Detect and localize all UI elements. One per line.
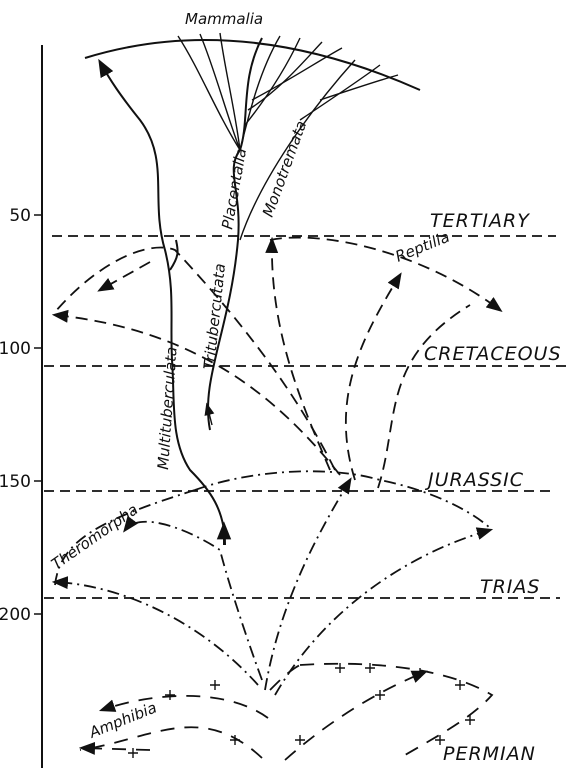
branch [219,32,241,151]
monotremata-line [239,59,356,241]
branch [239,35,281,151]
taxon-label: Multituberculata [154,346,181,470]
theromorph-branch [194,470,491,529]
period-label: CRETACEOUS [424,343,562,365]
cross-marks [128,663,475,758]
reptile-branch [269,236,503,312]
period-label: TERTIARY [430,210,530,232]
multituberculata-line [98,58,226,546]
mammalia-tree [84,32,421,546]
branch [247,41,323,111]
mammalia-arc [84,39,421,91]
theromorph-branch [123,515,263,681]
period-boundaries [44,235,566,599]
placentalia-line [206,37,263,431]
branch [299,64,381,121]
branch [169,239,179,271]
branch [177,35,241,151]
tick-label: 100 [0,339,31,359]
amphibian-branch [284,670,429,761]
tick-label: 150 [0,472,31,492]
theromorph-branch [274,527,494,696]
arrow [204,402,215,426]
theromorph-branch [264,477,352,691]
reptile-branch [377,304,471,489]
period-label: PERMIAN [443,743,536,765]
theromorph-branch [54,489,196,586]
tick-label: 50 [9,206,31,226]
amphibia-lines [78,662,494,761]
taxon-label: Reptilia [393,228,452,266]
taxon-label: Monotremata [259,118,310,219]
branch [199,33,241,151]
amphibian-branch [79,726,263,759]
arrow [78,741,151,755]
reptile-branch [344,272,402,481]
tick-label: 200 [0,605,31,625]
period-label: TRIAS [480,576,540,598]
taxon-label: Amphibia [86,698,159,742]
reptile-branch [54,246,336,471]
branch [319,74,399,101]
reptile-branch [265,236,331,471]
taxon-label: Mammalia [185,10,263,28]
branch [244,37,301,126]
theromorph-branch [51,576,259,686]
reptile-branch [51,309,341,476]
amphibian-branch [98,695,269,719]
branch [251,47,343,101]
taxon-label: Theromorpha [48,500,141,573]
reptilia-lines [51,236,503,489]
taxon-label: Placentalia [218,147,250,231]
amphibian-branch [299,662,494,759]
theromorpha-lines [51,470,494,696]
amphibian-branch [269,664,301,691]
axis-ticks: 50 100 150 200 [0,206,42,625]
period-label: JURASSIC [424,469,524,491]
arrow [97,261,151,292]
